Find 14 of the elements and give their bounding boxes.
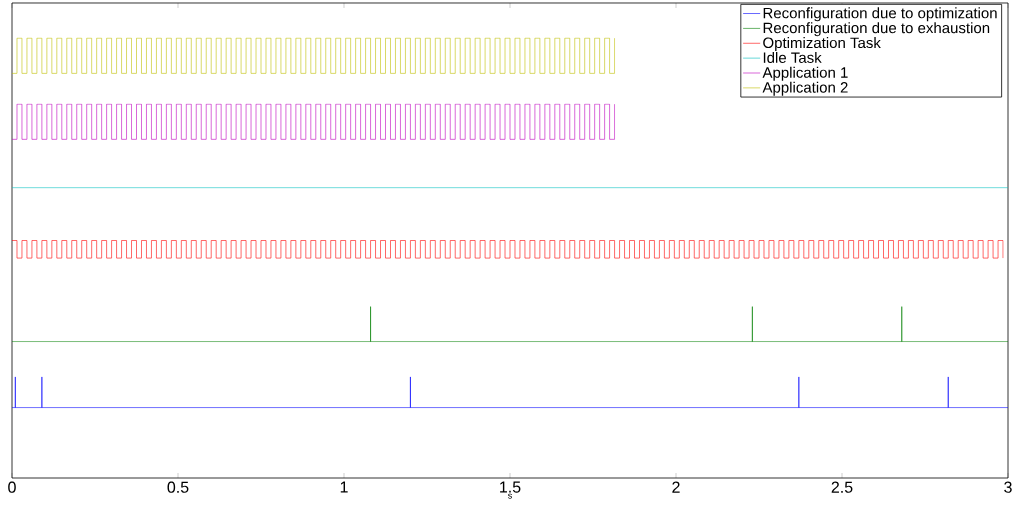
legend-label: Reconfiguration due to exhaustion (763, 22, 990, 37)
legend-label: Reconfiguration due to optimization (763, 7, 997, 22)
x-tick-label: 0 (8, 481, 16, 493)
x-tick-label: 2.5 (831, 481, 853, 493)
x-axis-title: s (508, 493, 512, 499)
legend-label: Idle Task (763, 51, 822, 63)
legend-label: Optimization Task (763, 37, 881, 52)
legend-label: Application 1 (762, 66, 848, 81)
x-tick-label: 3 (1004, 481, 1012, 493)
x-tick-label: 1 (340, 481, 348, 493)
x-tick-label: 1.5 (500, 481, 521, 493)
legend-label: Application 2 (762, 81, 848, 96)
x-tick-label: 2 (672, 481, 680, 493)
x-tick-label: 0.5 (167, 481, 189, 493)
